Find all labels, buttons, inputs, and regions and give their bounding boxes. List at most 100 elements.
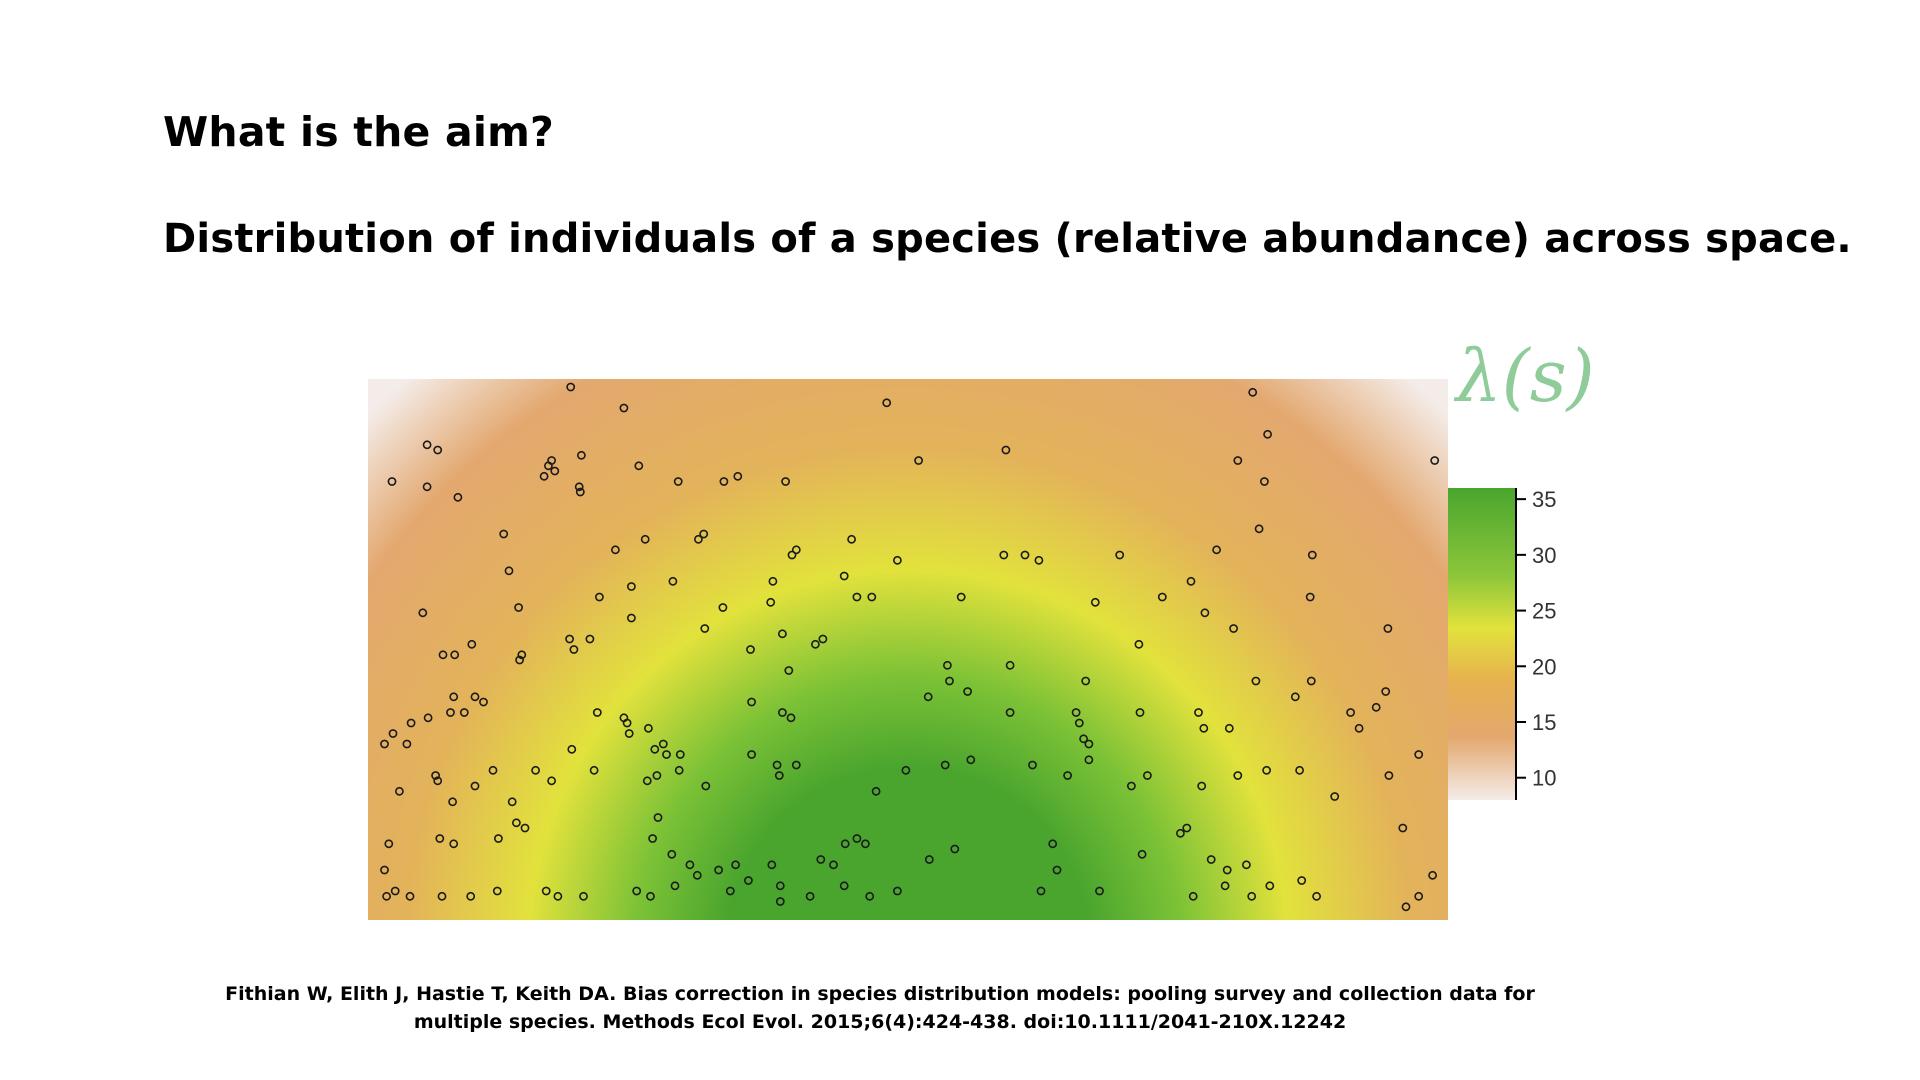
occurrence-point xyxy=(667,849,677,859)
occurrence-point xyxy=(514,603,523,612)
occurrence-point xyxy=(787,550,797,560)
occurrence-point xyxy=(852,592,862,602)
colorbar-svg: 35 30 25 20 15 10 xyxy=(1448,487,1556,800)
occurrence-point xyxy=(449,692,459,702)
occurrence-point xyxy=(594,592,604,602)
occurrence-point xyxy=(1251,676,1261,686)
occurrence-point xyxy=(777,629,787,639)
occurrence-point xyxy=(1005,708,1015,717)
occurrence-point xyxy=(1222,865,1232,875)
colorbar-tick-label: 15 xyxy=(1532,710,1556,735)
occurrence-point xyxy=(1414,750,1424,759)
occurrence-point xyxy=(1247,891,1257,901)
occurrence-point xyxy=(700,624,710,633)
occurrence-point xyxy=(805,891,815,901)
occurrence-point xyxy=(592,708,602,717)
occurrence-point xyxy=(725,886,735,896)
occurrence-point xyxy=(1127,781,1136,791)
occurrence-point xyxy=(1307,550,1317,560)
occurrence-point xyxy=(829,860,838,870)
occurrence-point xyxy=(1182,823,1192,833)
occurrence-point xyxy=(966,755,976,765)
occurrence-point xyxy=(746,645,755,654)
occurrence-point xyxy=(923,692,933,702)
occurrence-point xyxy=(610,545,620,555)
occurrence-point xyxy=(852,834,862,843)
occurrence-point xyxy=(450,650,460,660)
intensity-surface xyxy=(368,379,1448,920)
occurrence-point xyxy=(479,697,488,707)
occurrence-point xyxy=(901,765,911,775)
occurrence-point xyxy=(1233,456,1243,465)
occurrence-point xyxy=(1028,760,1037,770)
occurrence-point xyxy=(1224,723,1234,733)
occurrence-point xyxy=(1265,881,1275,891)
occurrence-point xyxy=(718,603,728,612)
occurrence-point xyxy=(816,855,826,864)
occurrence-point xyxy=(1430,456,1440,465)
occurrence-point xyxy=(488,765,498,775)
citation: Fithian W, Elith J, Hastie T, Keith DA. … xyxy=(220,980,1540,1036)
occurrence-point xyxy=(685,860,695,870)
occurrence-point xyxy=(674,765,684,775)
occurrence-point xyxy=(1254,524,1264,534)
occurrence-point xyxy=(1330,792,1340,801)
occurrence-point xyxy=(517,650,527,660)
occurrence-point xyxy=(924,855,934,864)
occurrence-point xyxy=(1248,387,1258,397)
occurrence-point xyxy=(567,744,577,754)
occurrence-point xyxy=(646,891,655,901)
occurrence-point xyxy=(1233,771,1243,780)
occurrence-point xyxy=(1242,860,1251,870)
occurrence-point xyxy=(390,886,400,896)
colorbar-tick-label: 25 xyxy=(1532,599,1556,624)
occurrence-point xyxy=(733,471,743,481)
occurrence-point xyxy=(1001,445,1011,455)
occurrence-point xyxy=(1194,708,1203,717)
occurrence-point xyxy=(541,886,551,896)
occurrence-point xyxy=(553,891,563,901)
occurrence-point xyxy=(775,881,785,891)
occurrence-point xyxy=(382,891,391,901)
occurrence-point xyxy=(701,781,711,791)
occurrence-point xyxy=(731,860,740,870)
occurrence-point xyxy=(1052,865,1062,875)
occurrence-point xyxy=(882,398,892,408)
occurrence-point xyxy=(963,687,972,696)
occurrence-point xyxy=(1306,676,1316,686)
occurrence-point xyxy=(642,776,652,786)
colorbar-ticks: 35 30 25 20 15 10 xyxy=(1516,487,1556,791)
occurrence-point xyxy=(719,477,729,486)
occurrence-point xyxy=(1260,477,1269,486)
occurrence-point xyxy=(446,708,455,717)
occurrence-point xyxy=(520,823,530,833)
occurrence-point xyxy=(574,482,584,492)
occurrence-point xyxy=(784,666,794,675)
occurrence-point xyxy=(1071,708,1081,717)
occurrence-point xyxy=(743,876,753,885)
occurrence-point xyxy=(956,592,966,602)
occurrence-point xyxy=(1290,692,1300,702)
occurrence-point xyxy=(511,818,521,828)
occurrence-point xyxy=(1199,723,1209,733)
occurrence-point xyxy=(1188,891,1198,901)
occurrence-point xyxy=(547,456,556,465)
occurrence-point xyxy=(786,713,796,723)
occurrence-point xyxy=(1220,881,1230,891)
occurrence-point xyxy=(1090,597,1100,607)
occurrence-point xyxy=(847,534,856,544)
occurrence-point xyxy=(576,450,586,460)
occurrence-point xyxy=(1206,855,1216,864)
occurrence-point xyxy=(575,487,585,497)
occurrence-point xyxy=(453,492,463,502)
occurrence-point xyxy=(1383,624,1393,633)
occurrence-point xyxy=(438,650,448,660)
occurrence-point xyxy=(640,534,650,544)
occurrence-point xyxy=(767,860,777,870)
occurrence-point xyxy=(1295,765,1304,775)
occurrence-point xyxy=(422,440,432,450)
occurrence-point xyxy=(1398,823,1408,833)
occurrence-point xyxy=(1381,687,1391,696)
occurrence-point xyxy=(1297,876,1307,885)
occurrence-point xyxy=(714,865,723,875)
